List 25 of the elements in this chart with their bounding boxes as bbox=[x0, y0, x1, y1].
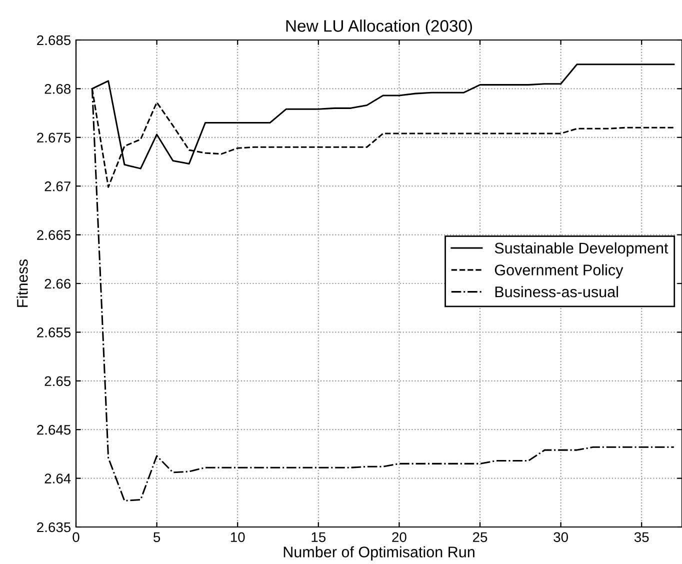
chart-title: New LU Allocation (2030) bbox=[286, 20, 472, 36]
y-tick-label: 2.65 bbox=[44, 376, 71, 386]
y-tick-label: 2.685 bbox=[37, 35, 71, 46]
legend-label: Sustainable Development bbox=[494, 242, 668, 257]
x-tick-label: 20 bbox=[392, 532, 406, 542]
y-axis-title: Fitness bbox=[16, 259, 28, 307]
y-tick-label: 2.645 bbox=[37, 424, 71, 435]
y-tick-label: 2.64 bbox=[44, 474, 71, 484]
y-tick-label: 2.67 bbox=[44, 181, 70, 192]
x-tick-label: 10 bbox=[230, 532, 245, 542]
y-tick-label: 2.66 bbox=[44, 278, 71, 289]
y-tick-label: 2.655 bbox=[37, 328, 71, 338]
x-tick-label: 15 bbox=[312, 532, 326, 542]
x-tick-label: 0 bbox=[72, 532, 80, 542]
x-tick-label: 35 bbox=[634, 532, 649, 542]
y-tick-label: 2.68 bbox=[44, 84, 71, 94]
x-tick-label: 5 bbox=[153, 532, 160, 542]
y-tick-label: 2.635 bbox=[37, 522, 71, 532]
x-axis-title: Number of Optimisation Run bbox=[284, 546, 474, 560]
y-tick-label: 2.675 bbox=[37, 132, 71, 143]
x-tick-label: 25 bbox=[472, 532, 488, 542]
legend-label: Business-as-usual bbox=[495, 286, 618, 298]
y-tick-label: 2.665 bbox=[37, 230, 71, 240]
legend-label: Government Policy bbox=[494, 264, 624, 278]
x-tick-label: 30 bbox=[554, 532, 568, 542]
